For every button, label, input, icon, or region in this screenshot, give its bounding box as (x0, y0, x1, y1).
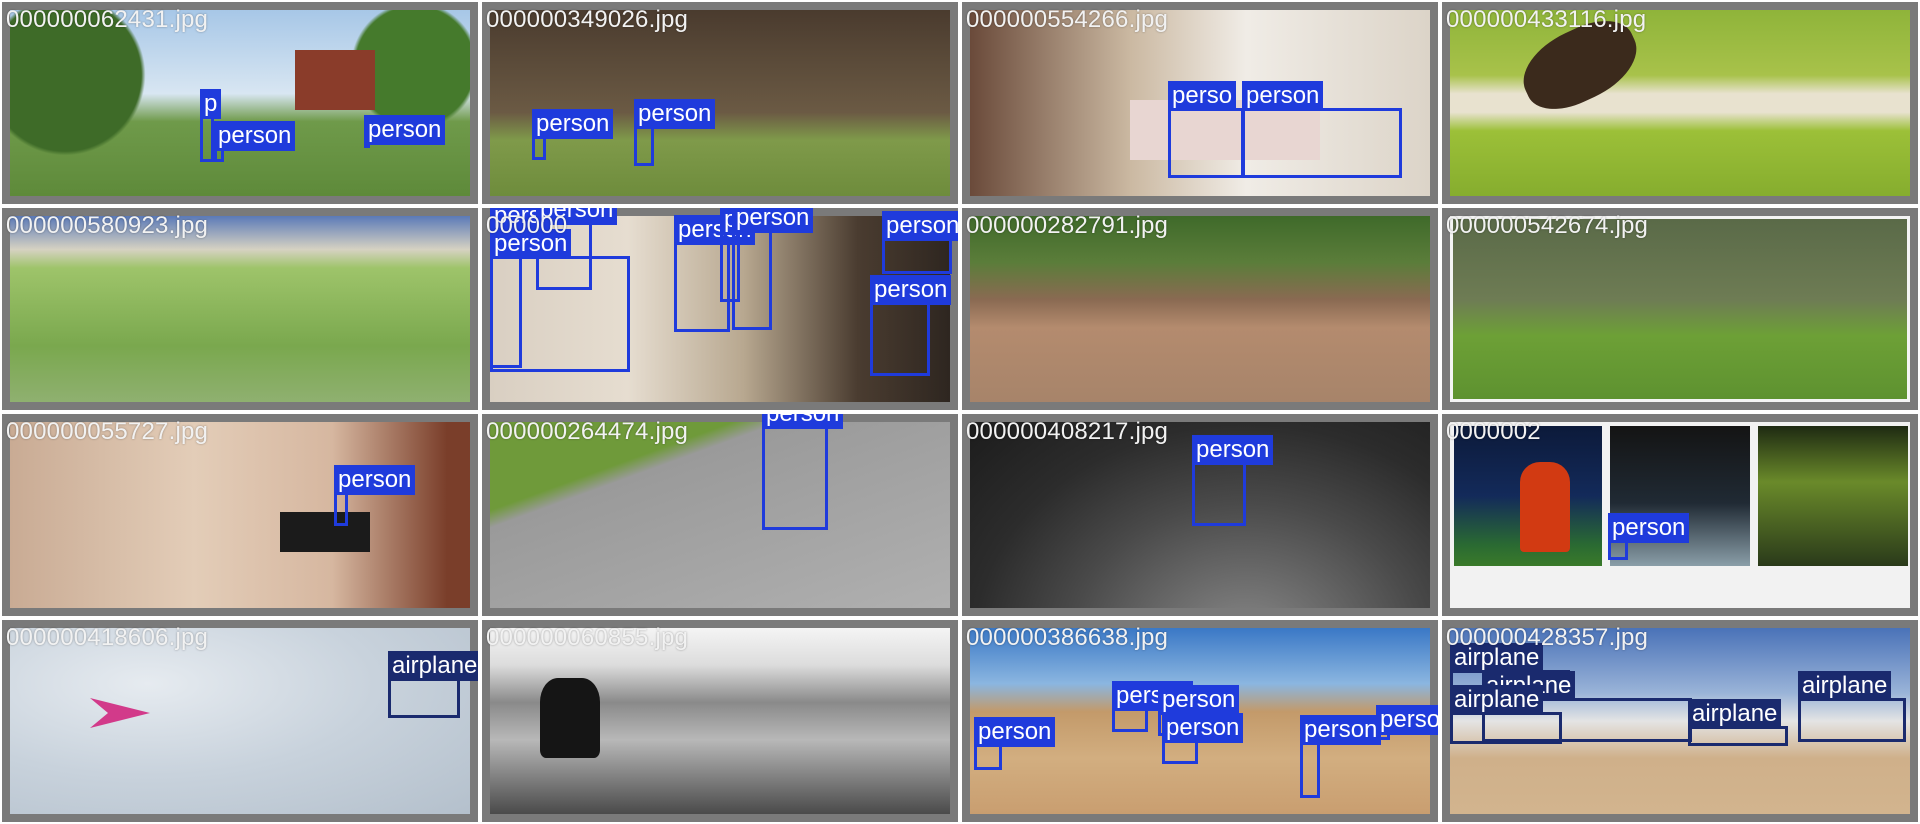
image-filename: 000000428357.jpg (1446, 624, 1649, 651)
image-filename: 000000 (486, 212, 568, 239)
image-tile: 000000 persi person person person pe per… (482, 208, 958, 410)
image-tile: 000000408217.jpg person (962, 414, 1438, 616)
image-tile: 000000055727.jpg person (2, 414, 478, 616)
image-tile: 000000433116.jpg (1442, 2, 1918, 204)
detection-label: airplane (1688, 699, 1782, 729)
photo (10, 10, 470, 196)
image-tile: 000000542674.jpg (1442, 208, 1918, 410)
image-tile: 0000002 person (1442, 414, 1918, 616)
detection-box: person (1608, 513, 1690, 560)
detection-label: persi (490, 208, 551, 231)
image-filename: 000000408217.jpg (966, 418, 1169, 445)
image-filename: 000000433116.jpg (1446, 6, 1647, 33)
photo (10, 422, 470, 608)
image-tile: 000000418606.jpg airplane (2, 620, 478, 822)
image-filename: 000000062431.jpg (6, 6, 209, 33)
photo (490, 422, 950, 608)
image-tile: 000000062431.jpg p person person (2, 2, 478, 204)
detection-label: person (1300, 715, 1382, 745)
image-tile: 000000349026.jpg person person (482, 2, 958, 204)
detection-label: perso (1168, 81, 1237, 111)
detection-label: person (634, 99, 716, 129)
detection-label: person (1608, 513, 1690, 543)
detection-label: person (214, 121, 296, 151)
image-filename: 000000542674.jpg (1446, 212, 1649, 239)
image-tile: 000000554266.jpg perso person (962, 2, 1438, 204)
detection-box: perso (1168, 81, 1244, 178)
detection-box: airplane (388, 651, 478, 718)
detection-box: person (1376, 705, 1438, 740)
image-filename: 000000282791.jpg (966, 212, 1169, 239)
detection-label: person (974, 717, 1056, 747)
detection-box: person (674, 215, 756, 332)
image-tile: 000000386638.jpg person person person pe… (962, 620, 1438, 822)
photo (1450, 216, 1910, 402)
image-filename: 0000002 (1446, 418, 1541, 445)
image-tile: 000000060855.jpg (482, 620, 958, 822)
detection-label: person (732, 208, 814, 233)
detection-box: person (1242, 81, 1402, 178)
image-filename: 000000386638.jpg (966, 624, 1169, 651)
detection-box: person (214, 121, 296, 162)
image-filename: 000000418606.jpg (6, 624, 209, 651)
detection-box: person (334, 465, 416, 526)
detection-label: person (532, 109, 614, 139)
detection-box: airplane (1688, 699, 1788, 746)
image-tile: 000000428357.jpg airplane airplane airpl… (1442, 620, 1918, 822)
detection-label: person (334, 465, 416, 495)
image-tile: 000000264474.jpg person (482, 414, 958, 616)
image-filename: 000000554266.jpg (966, 6, 1169, 33)
detection-box: person (762, 414, 844, 530)
detection-box: person (974, 717, 1056, 770)
detection-label: person (1192, 435, 1274, 465)
photo (1450, 10, 1910, 196)
detection-label: person (536, 208, 618, 225)
detection-box: person (732, 208, 814, 330)
detection-label: person (1162, 713, 1244, 743)
detection-box: person (882, 211, 958, 274)
detection-label: airplane (1450, 643, 1544, 673)
image-filename: 000000349026.jpg (486, 6, 689, 33)
detection-box: person (1112, 681, 1194, 732)
detection-box: person (532, 109, 614, 160)
image-filename: 000000055727.jpg (6, 418, 209, 445)
detection-box: person (364, 115, 446, 148)
detection-box: person (1192, 435, 1274, 526)
photo (490, 628, 950, 814)
image-filename: 000000264474.jpg (486, 418, 689, 445)
detection-label: person (490, 229, 572, 259)
detection-label: person (1242, 81, 1324, 111)
photo (10, 216, 470, 402)
detection-box: person (1162, 713, 1244, 764)
photo (970, 216, 1430, 402)
detection-label: airplane (1798, 671, 1892, 701)
detection-box: p (200, 89, 222, 162)
image-tile: 000000580923.jpg (2, 208, 478, 410)
detection-box: person (1300, 715, 1382, 798)
detection-label: person (870, 275, 952, 305)
detection-box: person (870, 275, 952, 376)
detection-box: airplane (1798, 671, 1906, 742)
detection-label: person (762, 414, 844, 429)
detection-label: airplane (388, 651, 478, 681)
detection-box: airplane (1450, 685, 1562, 744)
detection-label: person (1158, 685, 1240, 715)
image-tile: 000000282791.jpg (962, 208, 1438, 410)
image-filename: 000000580923.jpg (6, 212, 209, 239)
detection-label: person (1376, 705, 1438, 735)
detection-label: person (674, 215, 756, 245)
image-filename: 000000060855.jpg (486, 624, 689, 651)
detection-label: p (200, 89, 222, 119)
detection-label: airplane (1450, 685, 1544, 715)
detection-label: person (364, 115, 446, 145)
detection-box: person (490, 229, 630, 372)
photo (490, 10, 950, 196)
detection-box: person (634, 99, 716, 166)
detection-label: person (882, 211, 958, 241)
